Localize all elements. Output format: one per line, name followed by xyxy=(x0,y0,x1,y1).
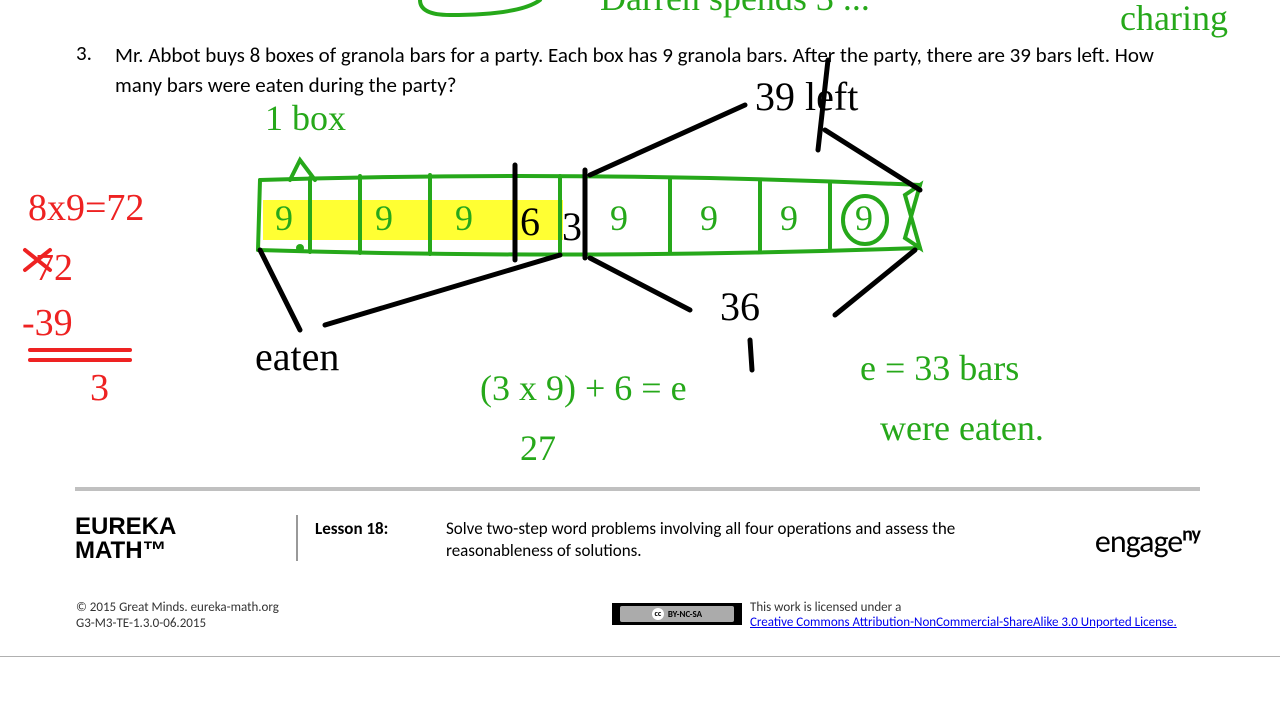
eureka-logo: EUREKA MATH™ xyxy=(75,515,176,563)
tape-right xyxy=(905,185,920,248)
red-equation: 8x9=72 xyxy=(28,187,144,229)
tick-under-36 xyxy=(750,340,752,370)
red-72: 72 xyxy=(35,247,73,289)
top-note: Darren spends 3 ... xyxy=(600,0,870,18)
thirty-six: 36 xyxy=(720,284,760,329)
cc-label: BY-NC-SA xyxy=(668,609,702,620)
caret xyxy=(290,160,315,180)
answer-1: e = 33 bars xyxy=(860,348,1019,388)
cc-icon: cc xyxy=(652,608,664,620)
box-val-4: 6 xyxy=(520,199,540,244)
box-val-1: 9 xyxy=(275,198,293,238)
copyright: © 2015 Great Minds. eureka-math.org G3-M… xyxy=(76,600,279,632)
problem-text: Mr. Abbot buys 8 boxes of granola bars f… xyxy=(115,40,1175,100)
red-minus39: -39 xyxy=(22,302,73,344)
ny-text: ny xyxy=(1182,522,1200,546)
video-bottom-line xyxy=(0,656,1280,657)
lesson-label: Lesson 18: xyxy=(315,518,388,539)
box-val-2: 9 xyxy=(375,198,393,238)
tape-top xyxy=(260,176,920,185)
tape-bottom xyxy=(258,248,920,255)
green-equation: (3 x 9) + 6 = e xyxy=(480,368,687,408)
license-link[interactable]: Creative Commons Attribution-NonCommerci… xyxy=(750,615,1177,630)
footer-divider xyxy=(75,487,1200,491)
problem-number: 3. xyxy=(76,40,92,66)
green-27: 27 xyxy=(520,428,556,468)
thirtysix-right xyxy=(835,250,915,315)
engageny-logo: engageny xyxy=(1095,522,1200,561)
box-val-4b: 3 xyxy=(562,204,582,249)
right-bracket-line xyxy=(825,130,920,190)
eaten-right xyxy=(325,255,560,325)
eaten-label: eaten xyxy=(255,334,339,379)
red-result: 3 xyxy=(90,367,109,409)
engage-text: engage xyxy=(1095,522,1182,561)
top-circle-partial xyxy=(420,0,540,15)
box-val-3: 9 xyxy=(455,198,473,238)
cc-inner: cc BY-NC-SA xyxy=(620,606,734,622)
top-note-2: charing xyxy=(1120,0,1228,38)
one-box-label: 1 box xyxy=(265,98,346,138)
lesson-description: Solve two-step word problems involving a… xyxy=(446,518,976,562)
license-text: This work is licensed under a Creative C… xyxy=(750,600,1177,630)
copyright-2: G3-M3-TE-1.3.0-06.2015 xyxy=(76,616,206,631)
brand-line-1: EUREKA xyxy=(75,513,176,540)
box-val-5: 9 xyxy=(610,198,628,238)
eaten-left xyxy=(260,250,300,330)
copyright-1: © 2015 Great Minds. eureka-math.org xyxy=(76,600,279,615)
brand-line-2: MATH™ xyxy=(75,537,167,564)
box-val-6: 9 xyxy=(700,198,718,238)
box-val-8: 9 xyxy=(855,198,873,238)
lesson-divider xyxy=(296,515,298,561)
circle-9 xyxy=(843,196,887,244)
thirtysix-left xyxy=(590,258,690,310)
cc-badge: cc BY-NC-SA xyxy=(612,603,742,625)
box-val-7: 9 xyxy=(780,198,798,238)
highlight-eaten xyxy=(263,200,563,240)
red-cross xyxy=(25,250,50,270)
worksheet-page: 3. Mr. Abbot buys 8 boxes of granola bar… xyxy=(0,0,1280,720)
answer-2: were eaten. xyxy=(880,408,1044,448)
left-bracket-line xyxy=(590,105,745,175)
license-intro: This work is licensed under a xyxy=(750,600,901,615)
tape-left xyxy=(258,180,260,250)
